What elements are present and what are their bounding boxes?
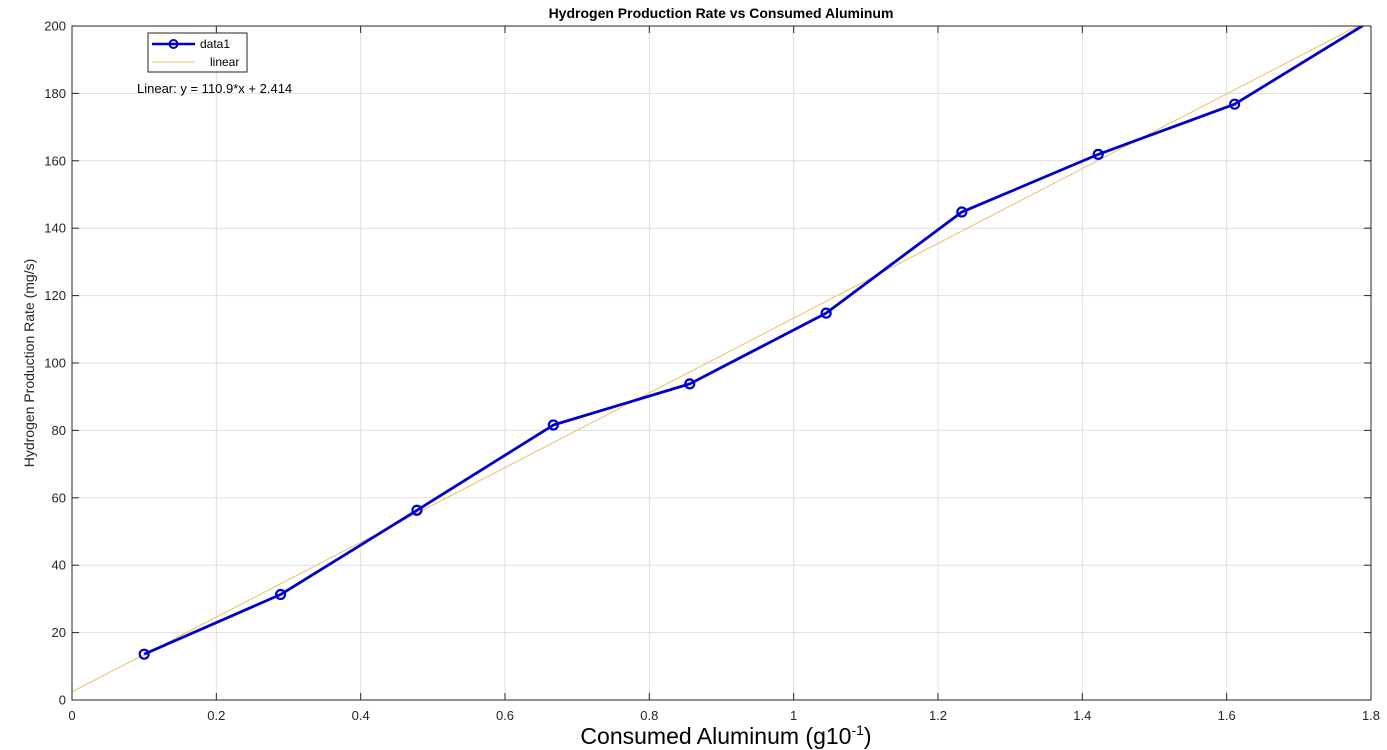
legend: data1 linear <box>147 32 248 73</box>
series-data1-point <box>547 419 559 431</box>
y-tick-label: 100 <box>44 356 66 371</box>
x-axis-label-suffix: ) <box>864 723 872 749</box>
x-tick-label: 0.8 <box>640 708 658 723</box>
x-tick-label: 1.6 <box>1218 708 1236 723</box>
series-linear-line <box>72 26 1359 693</box>
x-axis-label-superscript: -1 <box>851 722 864 738</box>
legend-marker-data1 <box>168 39 179 49</box>
y-tick-label: 0 <box>59 693 66 708</box>
y-tick-label: 60 <box>52 490 66 505</box>
ticks: 0 0.2 0.4 0.6 0.8 1 1.2 1.4 1.6 1.8 0 20 40 60 80 100 12… <box>44 19 1380 724</box>
series-data1-point <box>684 378 696 390</box>
x-tick-label: 1.2 <box>929 708 947 723</box>
x-tick-label: 1.8 <box>1362 708 1380 723</box>
y-tick-label: 120 <box>44 288 66 303</box>
x-axis-label-main: Consumed Aluminum (g10 <box>580 723 851 749</box>
series-data1-point <box>138 648 150 660</box>
x-tick-label: 1.4 <box>1073 708 1091 723</box>
series-data1-point <box>1092 148 1104 160</box>
y-tick-label: 40 <box>52 558 66 573</box>
series-data1-line <box>143 26 1365 656</box>
series-data1-point <box>956 206 968 218</box>
x-tick-label: 0 <box>68 708 75 723</box>
x-axis-label: Consumed Aluminum (g10-1) <box>580 722 871 749</box>
legend-label-linear: linear <box>210 55 239 69</box>
legend-label-data1: data1 <box>200 37 230 51</box>
series-layer <box>72 26 1365 693</box>
x-tick-label: 0.4 <box>352 708 370 723</box>
y-tick-label: 80 <box>52 423 66 438</box>
series-data1-point <box>411 504 423 516</box>
y-tick-label: 160 <box>44 153 66 168</box>
legend-box <box>147 32 248 73</box>
x-tick-label: 0.2 <box>207 708 225 723</box>
y-tick-label: 20 <box>52 625 66 640</box>
fit-equation-annotation: Linear: y = 110.9*x + 2.414 <box>137 81 292 96</box>
y-tick-label: 140 <box>44 221 66 236</box>
x-tick-label: 1 <box>790 708 797 723</box>
series-data1-point <box>820 307 832 319</box>
series-data1-point <box>274 588 287 601</box>
y-axis-label: Hydrogen Production Rate (mg/s) <box>21 259 37 468</box>
x-tick-label: 0.6 <box>496 708 514 723</box>
grid <box>72 26 1371 700</box>
chart-title: Hydrogen Production Rate vs Consumed Alu… <box>549 5 894 21</box>
y-tick-label: 200 <box>44 19 66 34</box>
y-tick-label: 180 <box>44 86 66 101</box>
series-data1-point <box>1229 98 1241 110</box>
